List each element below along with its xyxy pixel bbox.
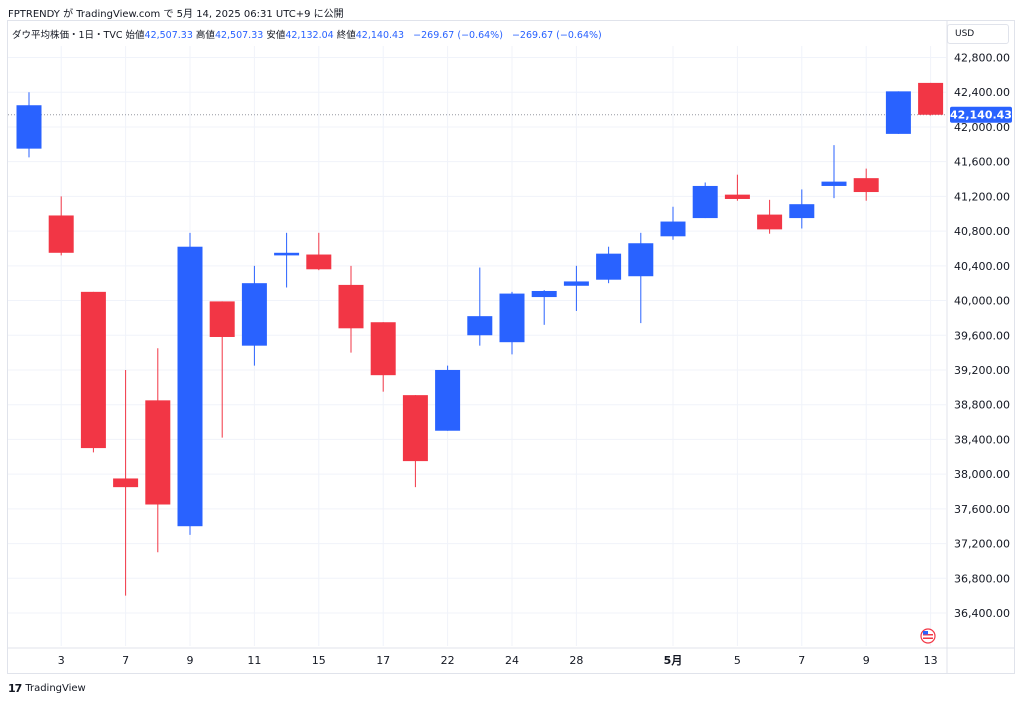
footer: 17 TradingView [8,682,86,695]
candle-body [435,369,461,431]
x-tick-label: 22 [441,654,455,667]
low-value: 42,132.04 [285,30,334,41]
x-tick-label: 15 [312,654,326,667]
y-tick-label: 42,800.00 [954,52,1010,65]
y-tick-label: 40,800.00 [954,225,1010,238]
y-tick-label: 40,000.00 [954,295,1010,308]
candle-body [724,194,750,199]
tradingview-brand[interactable]: TradingView [25,683,86,694]
candle-body [16,105,42,149]
y-tick-label: 41,200.00 [954,190,1010,203]
candle-body [209,301,235,337]
ohlc-legend: ダウ平均株価・1日・TVC 始値42,507.33 高値42,507.33 安値… [12,27,602,41]
candle-body [113,478,139,488]
candle-body [757,214,783,230]
candle-body [338,284,364,329]
x-tick-label: 11 [247,654,261,667]
x-tick-label: 9 [863,654,870,667]
candle-body [499,293,525,343]
us-flag-stripe-icon [923,634,933,636]
us-flag-stripe-icon [923,637,933,639]
y-tick-label: 37,200.00 [954,538,1010,551]
x-tick-label: 13 [924,654,938,667]
y-tick-label: 42,000.00 [954,121,1010,134]
low-label: 安値 [266,30,286,41]
candle-body [918,82,944,115]
open-value: 42,507.33 [144,30,193,41]
last-price-label: 42,140.43 [950,109,1012,122]
close-value: 42,140.43 [355,30,405,41]
chart-frame [7,20,1015,674]
publish-info: FPTRENDY が TradingView.com で 5月 14, 2025… [8,9,344,20]
open-label: 始値 [125,30,145,41]
change-value: −269.67 (−0.64%) [413,30,503,41]
candle-body [80,291,106,449]
candle-body [660,221,686,237]
y-tick-label: 38,800.00 [954,399,1010,412]
x-tick-label: 7 [122,654,129,667]
y-tick-label: 40,400.00 [954,260,1010,273]
candle-body [596,253,622,280]
x-tick-label: 28 [569,654,583,667]
y-tick-label: 36,400.00 [954,607,1010,620]
y-tick-label: 38,000.00 [954,468,1010,481]
high-label: 高値 [195,30,215,41]
last-price-badge [950,106,1012,123]
x-tick-label: 24 [505,654,519,667]
x-tick-label: 17 [376,654,390,667]
candle-body [48,215,74,253]
x-tick-label: 9 [187,654,194,667]
high-value: 42,507.33 [214,30,264,41]
us-flag-canton-icon [923,631,928,635]
close-label: 終値 [336,30,356,41]
y-tick-label: 37,600.00 [954,503,1010,516]
symbol-label[interactable]: ダウ平均株価・1日・TVC [12,30,123,41]
candle-body [145,400,171,505]
candle-body [531,290,557,298]
candle-body [402,395,428,462]
y-tick-label: 38,400.00 [954,433,1010,446]
y-tick-label: 39,600.00 [954,329,1010,342]
change-value-2: −269.67 (−0.64%) [511,30,602,41]
candle-body [789,204,815,219]
candle-body [885,91,911,134]
x-tick-label: 7 [798,654,805,667]
y-tick-label: 42,400.00 [954,86,1010,99]
x-tick-label: 5月 [664,654,683,667]
candle-body [467,316,493,336]
y-tick-label: 36,800.00 [954,572,1010,585]
candle-body [821,181,847,186]
candle-body [692,185,718,219]
y-tick-label: 39,200.00 [954,364,1010,377]
candle-body [370,322,396,376]
x-tick-label: 3 [58,654,65,667]
candle-body [853,178,879,193]
candle-body [274,252,300,256]
candle-body [563,281,589,286]
candle-body [177,246,203,527]
tradingview-logo-icon[interactable]: 17 [8,682,22,695]
candle-body [306,254,332,270]
y-tick-label: 41,600.00 [954,156,1010,169]
candle-body [241,283,267,346]
candle-body [628,243,654,277]
x-tick-label: 5 [734,654,741,667]
